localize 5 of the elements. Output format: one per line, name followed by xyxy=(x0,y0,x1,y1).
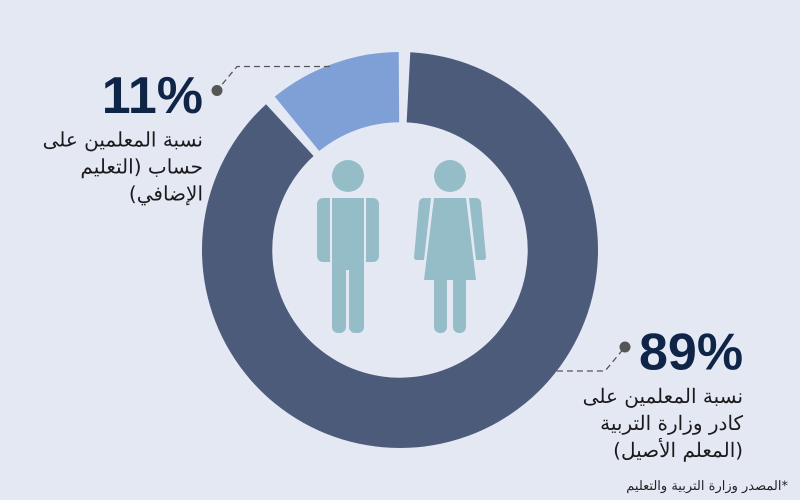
text: *المصدر وزارة التربية والتعليم xyxy=(626,479,788,494)
slice-label: نسبة المعلمين على كادر وزارة التربية (المعلم الأصيل) xyxy=(582,384,744,462)
data-label: 11% xyxy=(102,66,203,125)
slice-label: نسبة المعلمين على حساب (التعليم الإضافي) xyxy=(42,128,203,206)
data-label: 89% xyxy=(639,323,744,382)
